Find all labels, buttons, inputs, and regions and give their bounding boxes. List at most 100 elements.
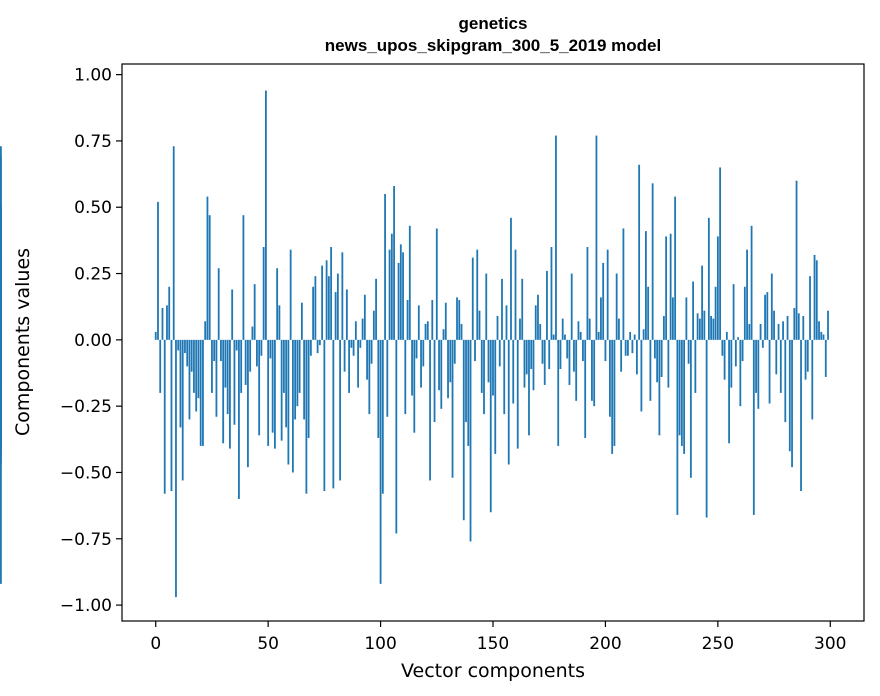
y-tick-label: 0.50 <box>74 198 112 218</box>
bar-268 <box>757 339 760 409</box>
bar-248 <box>712 318 715 340</box>
bar-245 <box>705 339 708 518</box>
x-tick-label: 300 <box>814 634 846 654</box>
bar-18 <box>195 339 198 412</box>
bar-257 <box>732 284 735 340</box>
bar-139 <box>467 339 470 446</box>
bar-227 <box>665 236 668 340</box>
bar-159 <box>512 339 515 404</box>
bar-200 <box>604 339 607 362</box>
bar-27 <box>215 339 218 417</box>
bar-299 <box>827 310 829 340</box>
bar-105 <box>390 233 393 340</box>
bar-112 <box>406 300 409 340</box>
bar-131 <box>449 339 452 383</box>
bar-62 <box>294 339 297 420</box>
bar-34 <box>231 289 234 340</box>
bar-167 <box>530 339 533 370</box>
bar-260 <box>739 339 742 407</box>
bar-201 <box>606 249 609 340</box>
bar-11 <box>179 339 182 428</box>
bar-168 <box>532 339 535 391</box>
bar-174 <box>546 270 548 340</box>
bar-210 <box>627 339 629 356</box>
bar-88 <box>352 339 355 356</box>
bar-148 <box>487 339 490 383</box>
bar-185 <box>570 273 573 340</box>
bar-233 <box>678 339 681 436</box>
bar-36 <box>235 339 238 351</box>
bar-172 <box>541 339 544 364</box>
bar-187 <box>575 339 578 401</box>
bar-102 <box>384 193 386 340</box>
bar-63 <box>296 339 299 407</box>
bar-32 <box>226 339 229 415</box>
bar-79 <box>332 339 335 489</box>
x-tick-label: 200 <box>589 634 621 654</box>
bar-22 <box>204 321 207 340</box>
bar-237 <box>687 339 690 364</box>
bar-126 <box>438 339 440 391</box>
bar-85 <box>345 289 348 340</box>
bar-5 <box>166 305 168 340</box>
bar-191 <box>584 339 587 438</box>
bar-137 <box>462 339 465 521</box>
bar-110 <box>402 252 404 340</box>
bar-229 <box>669 233 672 340</box>
bar-64 <box>298 339 301 393</box>
bar-97 <box>372 310 375 340</box>
bar-65 <box>300 302 303 340</box>
y-tick-label: 1.00 <box>74 66 112 86</box>
bar-205 <box>615 273 618 340</box>
bar-120 <box>424 323 427 340</box>
bar-258 <box>734 339 737 367</box>
bar-273 <box>768 339 771 404</box>
bar-3 <box>161 308 164 340</box>
bar-241 <box>696 313 699 340</box>
bar-297 <box>822 334 825 340</box>
bar-256 <box>730 339 733 388</box>
bar-28 <box>217 268 220 340</box>
bar-228 <box>667 339 670 388</box>
bar-281 <box>786 315 789 340</box>
bar-287 <box>800 339 802 492</box>
bar-12 <box>181 339 184 481</box>
bar-239 <box>692 281 695 340</box>
bar-209 <box>624 339 627 356</box>
bar-223 <box>656 339 659 383</box>
bar-38 <box>240 339 243 393</box>
bar-204 <box>613 339 616 446</box>
bar-41 <box>247 339 249 468</box>
bar-52 <box>271 339 274 433</box>
bar-170 <box>537 294 539 340</box>
bar-46 <box>258 339 261 436</box>
bar-143 <box>476 249 479 340</box>
bar-262 <box>743 286 746 340</box>
bar-47 <box>260 339 263 356</box>
bar-243 <box>701 265 704 340</box>
bar-254 <box>725 331 728 340</box>
bar-99 <box>377 339 380 438</box>
bar-225 <box>660 339 663 377</box>
bar-14 <box>186 339 189 367</box>
bar-165 <box>525 339 528 375</box>
bar-96 <box>370 339 373 364</box>
x-tick-label: 250 <box>702 634 734 654</box>
bar-211 <box>629 331 632 340</box>
bar-196 <box>595 135 598 340</box>
bar-undefined <box>0 339 2 584</box>
bar-25 <box>211 339 213 393</box>
bar-133 <box>453 339 456 364</box>
bar-69 <box>309 339 312 356</box>
bar-73 <box>318 339 321 346</box>
bar-295 <box>818 321 820 340</box>
bar-251 <box>719 167 721 340</box>
bar-263 <box>746 249 748 340</box>
y-tick-label: −0.25 <box>60 397 112 417</box>
bar-250 <box>716 236 719 340</box>
bar-26 <box>213 339 216 362</box>
bar-51 <box>269 339 272 359</box>
bar-289 <box>804 339 807 380</box>
bar-253 <box>723 339 726 380</box>
